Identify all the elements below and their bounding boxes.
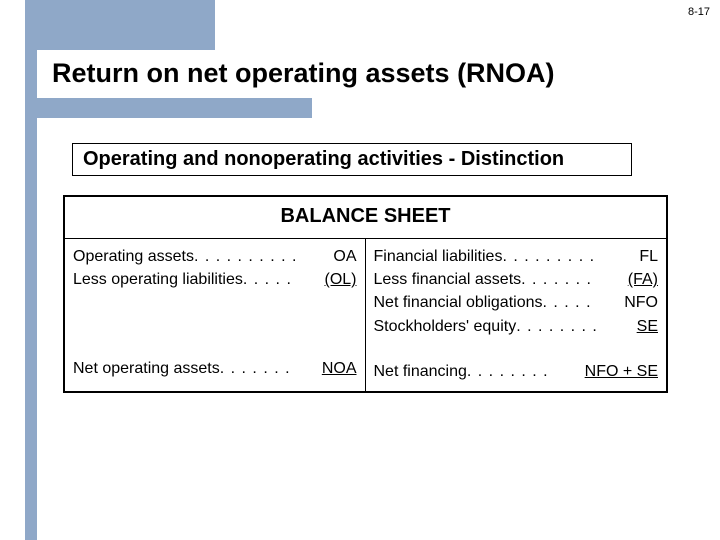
- value: NOA: [320, 357, 357, 380]
- row-less-operating-liabilities: Less operating liabilities . . . . . (OL…: [73, 268, 357, 291]
- spacer: [374, 338, 659, 360]
- spacer: [73, 313, 357, 335]
- decor-left-stripe: [25, 50, 37, 540]
- label: Stockholders' equity: [374, 315, 517, 338]
- dots: . . . . . . .: [220, 357, 320, 380]
- subtitle-text: Operating and nonoperating activities - …: [83, 148, 621, 171]
- value: (OL): [323, 268, 357, 291]
- label: Less operating liabilities: [73, 268, 243, 291]
- dots: . . . . . . . .: [467, 360, 583, 383]
- label: Net financing: [374, 360, 467, 383]
- value: NFO + SE: [583, 360, 658, 383]
- balance-sheet-columns: Operating assets . . . . . . . . . . OA …: [65, 238, 666, 391]
- dots: . . . . .: [543, 291, 623, 314]
- label: Less financial assets: [374, 268, 522, 291]
- value: SE: [635, 315, 658, 338]
- row-net-financing: Net financing . . . . . . . . NFO + SE: [374, 360, 659, 383]
- balance-sheet-header: BALANCE SHEET: [65, 197, 666, 238]
- spacer: [73, 335, 357, 357]
- page-title: Return on net operating assets (RNOA): [52, 58, 555, 89]
- spacer: [73, 291, 357, 313]
- row-less-financial-assets: Less financial assets . . . . . . . (FA): [374, 268, 659, 291]
- balance-sheet-left-col: Operating assets . . . . . . . . . . OA …: [65, 239, 366, 391]
- label: Financial liabilities: [374, 245, 503, 268]
- value: NFO: [622, 291, 658, 314]
- dots: . . . . . . .: [521, 268, 626, 291]
- balance-sheet-right-col: Financial liabilities . . . . . . . . . …: [366, 239, 667, 391]
- row-net-operating-assets: Net operating assets . . . . . . . NOA: [73, 357, 357, 380]
- decor-top-block: [25, 0, 215, 50]
- dots: . . . . . . . . .: [502, 245, 637, 268]
- value: FL: [637, 245, 658, 268]
- slide-number: 8-17: [688, 6, 710, 18]
- label: Operating assets: [73, 245, 194, 268]
- dots: . . . . . . . . . .: [194, 245, 331, 268]
- dots: . . . . .: [243, 268, 323, 291]
- row-net-financial-obligations: Net financial obligations . . . . . NFO: [374, 291, 659, 314]
- row-operating-assets: Operating assets . . . . . . . . . . OA: [73, 245, 357, 268]
- value: OA: [331, 245, 356, 268]
- dots: . . . . . . . .: [516, 315, 634, 338]
- row-stockholders-equity: Stockholders' equity . . . . . . . . SE: [374, 315, 659, 338]
- title-underline: [37, 98, 312, 118]
- subtitle-box: Operating and nonoperating activities - …: [72, 143, 632, 176]
- label: Net financial obligations: [374, 291, 543, 314]
- row-financial-liabilities: Financial liabilities . . . . . . . . . …: [374, 245, 659, 268]
- value: (FA): [626, 268, 658, 291]
- balance-sheet: BALANCE SHEET Operating assets . . . . .…: [63, 195, 668, 393]
- label: Net operating assets: [73, 357, 220, 380]
